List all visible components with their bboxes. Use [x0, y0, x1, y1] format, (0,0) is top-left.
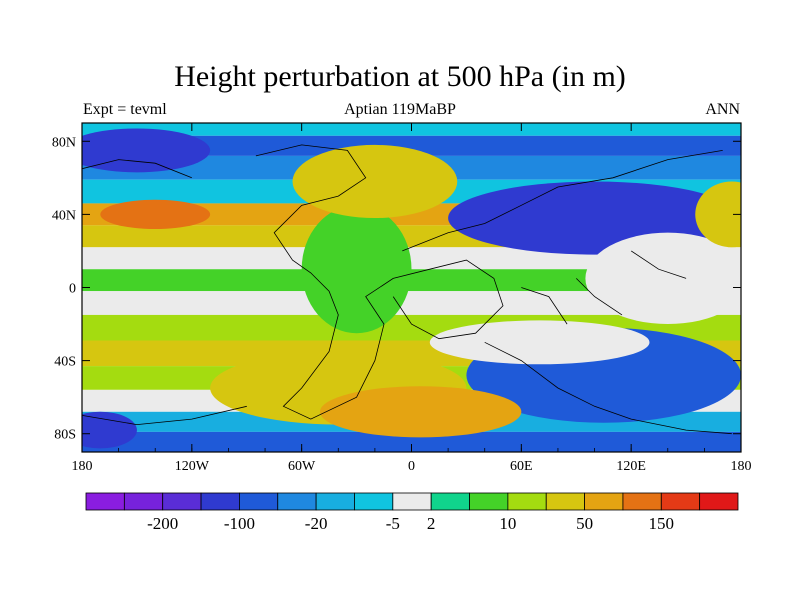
y-tick-label: 40N: [52, 208, 76, 223]
field-anomaly: [301, 205, 412, 334]
colorbar-box: [315, 492, 355, 511]
colorbar-box: [584, 492, 624, 511]
coastline: [576, 278, 623, 316]
field-anomaly: [82, 128, 211, 173]
field-anomaly: [585, 232, 741, 325]
colorbar-box: [699, 492, 739, 511]
colorbar-box: [507, 492, 547, 511]
coastline: [484, 341, 732, 435]
colorbar-box: [354, 492, 394, 511]
x-tick-label: 120E: [616, 459, 646, 474]
colorbar-box: [545, 492, 585, 511]
x-tick-label: 60W: [288, 459, 316, 474]
coastline: [255, 144, 504, 420]
x-tick-label: 60E: [510, 459, 533, 474]
chart-title: Height perturbation at 500 hPa (in m): [174, 60, 626, 93]
field-band: [82, 269, 741, 292]
field-anomaly: [292, 144, 458, 219]
x-tick-label: 180: [72, 459, 93, 474]
colorbar-box: [239, 492, 279, 511]
field-anomaly: [695, 181, 741, 248]
y-tick-label: 80N: [52, 135, 76, 150]
colorbar-box: [85, 492, 125, 511]
field-anomaly: [100, 199, 211, 230]
colorbar-box: [200, 492, 240, 511]
y-tick-label: 80S: [54, 428, 76, 443]
colorbar-box: [277, 492, 317, 511]
height-field: [82, 123, 741, 452]
colorbar-label: -200: [147, 514, 178, 533]
colorbar-label: -20: [305, 514, 328, 533]
x-tick-label: 180: [731, 459, 752, 474]
coastline: [402, 150, 723, 252]
colorbar-box: [622, 492, 662, 511]
field-band: [82, 291, 741, 315]
field-anomaly: [319, 386, 522, 438]
y-tick-label: 0: [69, 282, 76, 297]
colorbar-label: 10: [499, 514, 516, 533]
colorbar-label: 2: [427, 514, 436, 533]
coastline: [82, 405, 247, 426]
colorbar-label: -5: [386, 514, 400, 533]
colorbar: -200 -100 -20 -5 2 10 50 150: [85, 492, 739, 533]
colorbar-label: 50: [576, 514, 593, 533]
colorbar-box: [660, 492, 701, 511]
colorbar-label: -100: [224, 514, 255, 533]
colorbar-box: [162, 492, 202, 511]
coastline: [521, 287, 568, 325]
y-tick-label: 40S: [54, 355, 76, 370]
colorbar-box: [392, 492, 432, 511]
field-anomaly: [429, 320, 650, 365]
field-anomaly: [82, 411, 137, 449]
period-label: Aptian 119MaBP: [344, 101, 456, 118]
coastlines: [82, 144, 732, 435]
coastline: [630, 250, 687, 279]
season-label: ANN: [705, 101, 740, 118]
colorbar-box: [430, 492, 470, 511]
colorbar-box: [469, 492, 509, 511]
field-band: [82, 431, 741, 452]
x-tick-label: 120W: [175, 459, 210, 474]
field-band: [82, 135, 741, 156]
x-tick-label: 0: [408, 459, 415, 474]
colorbar-box: [123, 492, 164, 511]
colorbar-label: 150: [649, 514, 675, 533]
experiment-label: Expt = tevml: [83, 101, 167, 118]
coastline: [82, 159, 192, 179]
